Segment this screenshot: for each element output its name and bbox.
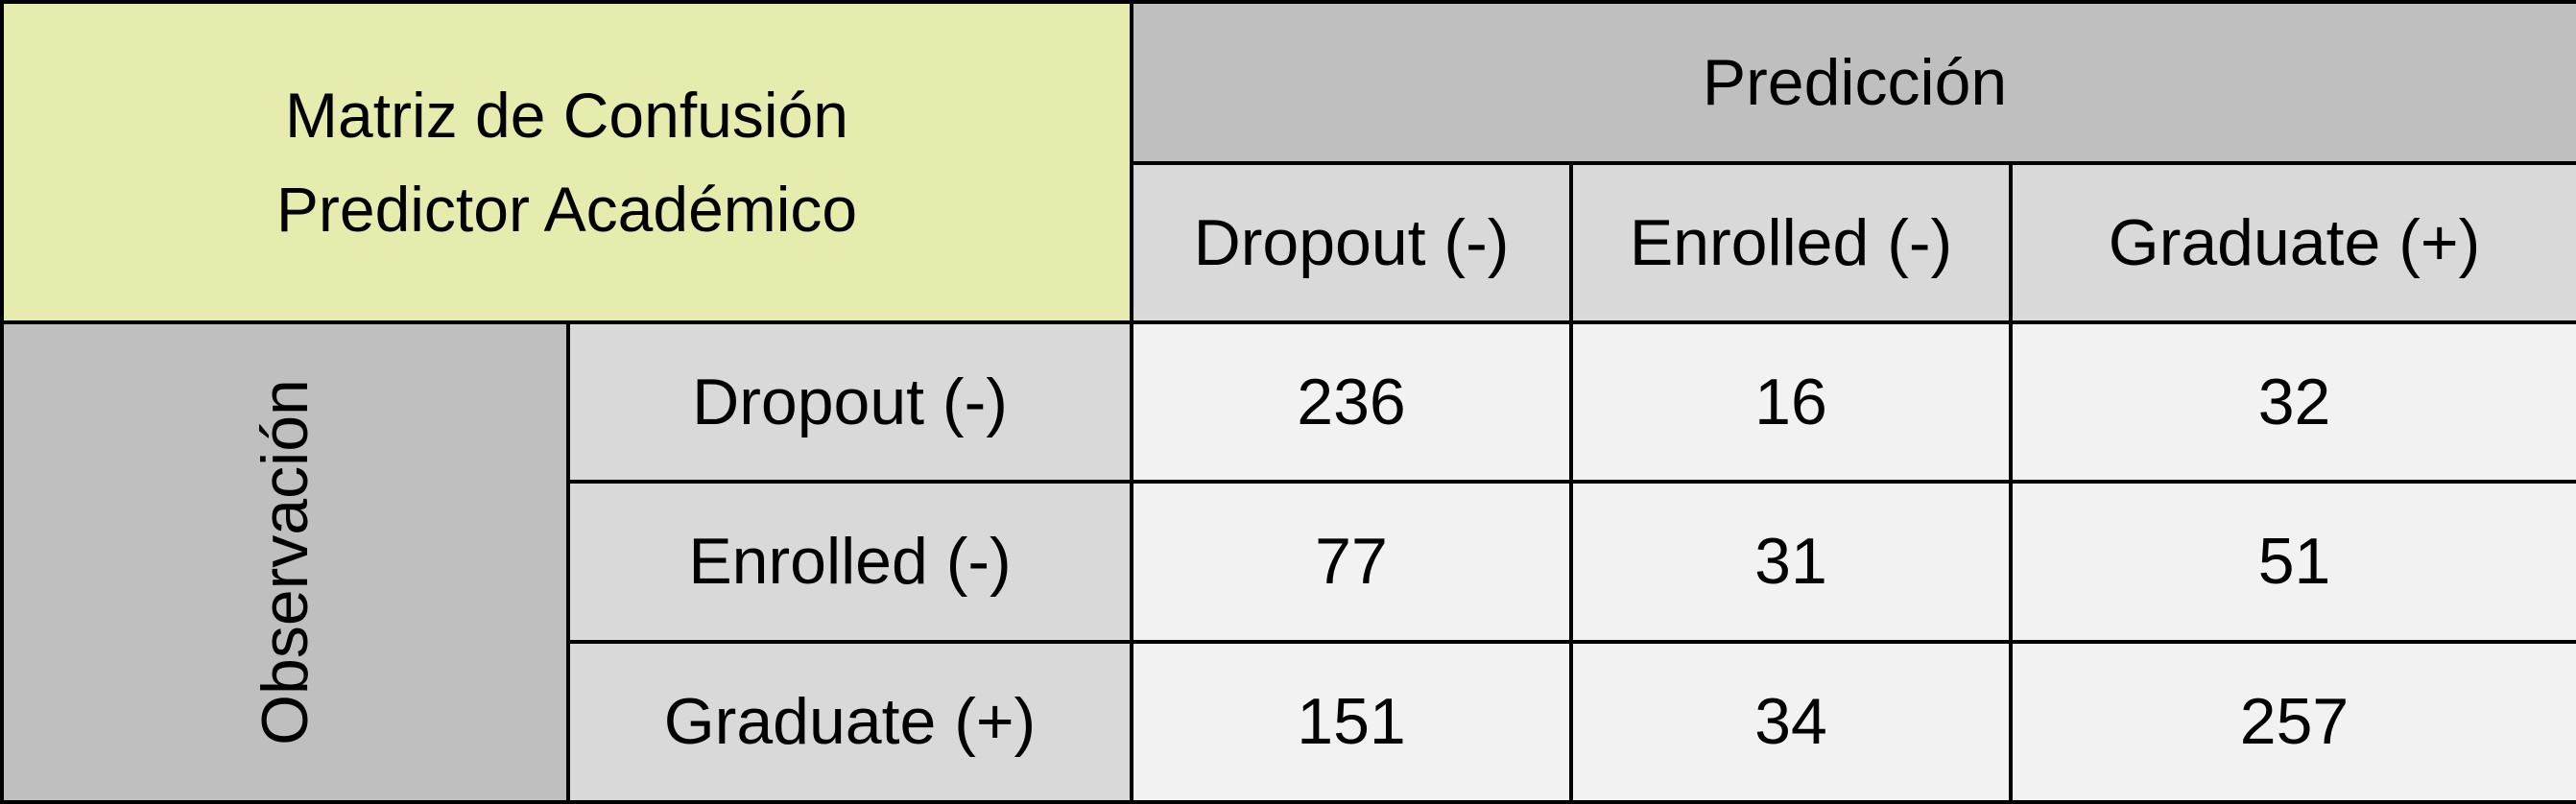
cell-dropout-graduate: 32 — [2008, 319, 2576, 485]
observation-label: Observación — [249, 379, 322, 745]
prediction-header: Predicción — [1129, 0, 2576, 166]
observation-header: Observación — [0, 319, 570, 804]
cell-graduate-graduate: 257 — [2008, 639, 2576, 804]
column-header-enrolled: Enrolled (-) — [1569, 161, 2013, 324]
matrix-title: Matriz de Confusión Predictor Académico — [0, 0, 1133, 324]
row-header-enrolled: Enrolled (-) — [566, 480, 1133, 644]
cell-graduate-dropout: 151 — [1130, 639, 1573, 804]
matrix-title-line-1: Matriz de Confusión — [285, 79, 848, 151]
cell-dropout-enrolled: 16 — [1569, 319, 2013, 485]
column-header-dropout: Dropout (-) — [1130, 161, 1573, 324]
cell-enrolled-graduate: 51 — [2008, 480, 2576, 644]
matrix-title-line-2: Predictor Académico — [275, 173, 858, 245]
cell-graduate-enrolled: 34 — [1569, 639, 2013, 804]
cell-enrolled-enrolled: 31 — [1569, 480, 2013, 644]
column-header-graduate: Graduate (+) — [2008, 161, 2576, 324]
cell-enrolled-dropout: 77 — [1130, 480, 1573, 644]
row-header-graduate: Graduate (+) — [566, 639, 1133, 804]
row-header-dropout: Dropout (-) — [566, 319, 1133, 485]
cell-dropout-dropout: 236 — [1130, 319, 1573, 485]
